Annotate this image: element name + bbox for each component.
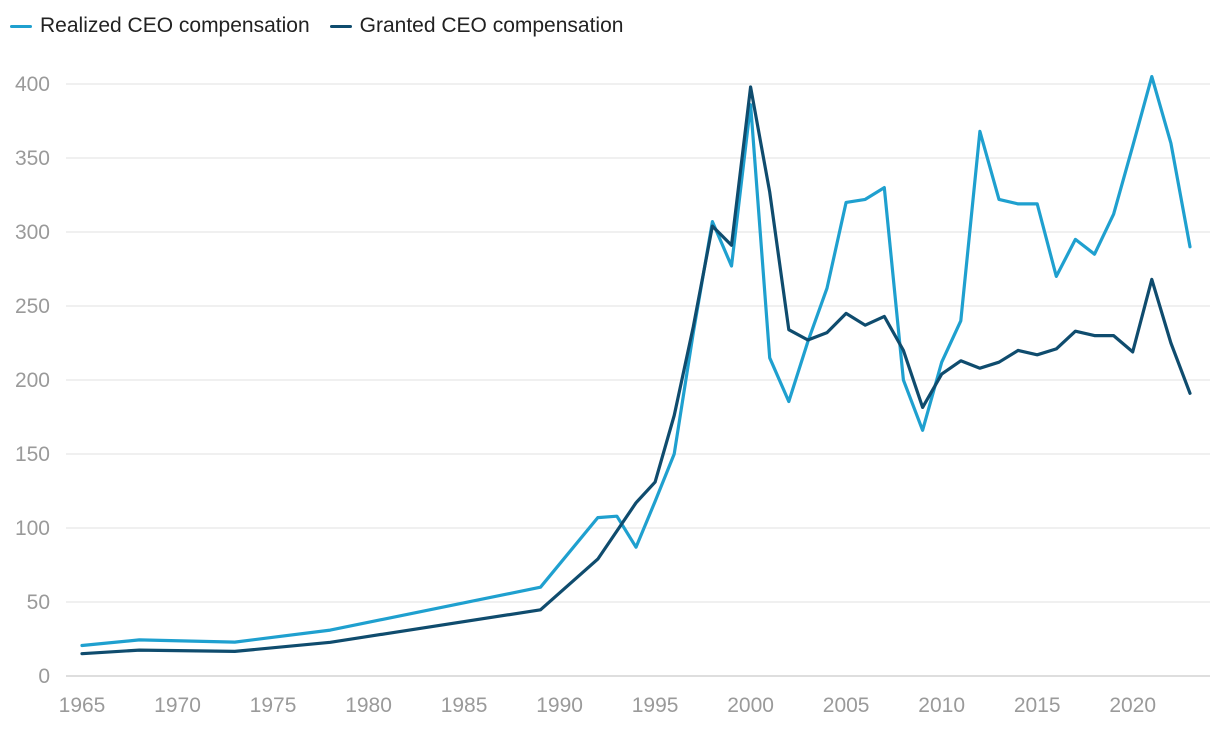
legend-item-realized: Realized CEO compensation [10,14,310,38]
y-tick-label: 0 [38,665,50,688]
y-tick-label: 150 [15,443,50,466]
y-tick-label: 350 [15,147,50,170]
x-tick-label: 2010 [918,694,965,717]
y-tick-label: 100 [15,517,50,540]
x-tick-label: 1985 [441,694,488,717]
grid-lines [66,83,1210,677]
chart-legend: Realized CEO compensation Granted CEO co… [10,14,623,38]
series-lines [80,74,1192,656]
x-tick-label: 1980 [345,694,392,717]
y-tick-label: 250 [15,295,50,318]
x-tick-label: 1970 [154,694,201,717]
x-tick-label: 1975 [250,694,297,717]
x-tick-label: 2015 [1014,694,1061,717]
series-line-granted [80,85,1192,656]
x-tick-label: 1995 [632,694,679,717]
x-tick-label: 1990 [536,694,583,717]
series-line-realized [80,74,1192,648]
x-tick-label: 1965 [59,694,106,717]
y-tick-label: 50 [27,591,50,614]
y-tick-label: 400 [15,73,50,96]
legend-swatch-granted [329,24,352,28]
y-axis-ticks: 0 50 100 150 200 250 300 350 400 [15,73,50,688]
legend-label-realized: Realized CEO compensation [40,14,310,37]
y-tick-label: 300 [15,221,50,244]
x-tick-label: 2000 [727,694,774,717]
x-tick-label: 2020 [1109,694,1156,717]
x-axis-ticks: 1965 1970 1975 1980 1985 1990 1995 2000 2005 2010… [59,694,1156,717]
legend-label-granted: Granted CEO compensation [359,14,624,37]
legend-item-granted: Granted CEO compensation [329,14,624,38]
y-tick-label: 200 [15,369,50,392]
x-tick-label: 2005 [823,694,870,717]
legend-swatch-realized [10,24,32,28]
